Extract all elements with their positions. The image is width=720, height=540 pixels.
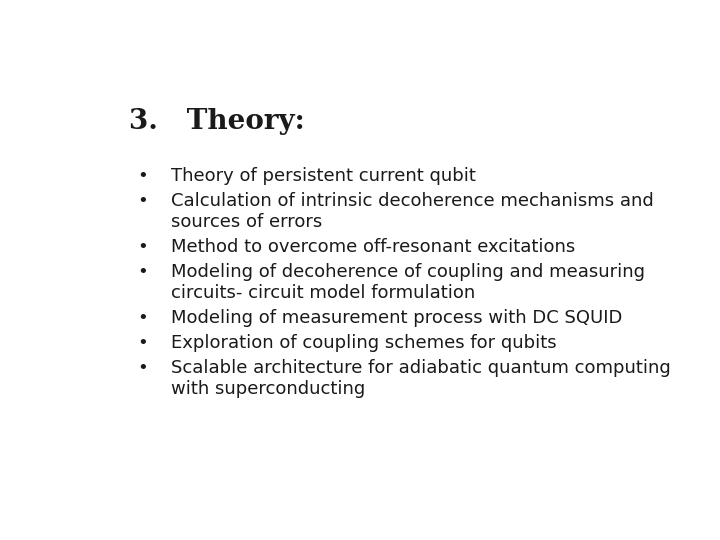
Text: •: •: [138, 263, 148, 281]
Text: Modeling of measurement process with DC SQUID: Modeling of measurement process with DC …: [171, 309, 622, 327]
Text: •: •: [138, 238, 148, 256]
Text: Method to overcome off-resonant excitations: Method to overcome off-resonant excitati…: [171, 238, 575, 256]
Text: sources of errors: sources of errors: [171, 213, 322, 231]
Text: •: •: [138, 192, 148, 210]
Text: Calculation of intrinsic decoherence mechanisms and: Calculation of intrinsic decoherence mec…: [171, 192, 654, 210]
Text: •: •: [138, 359, 148, 377]
Text: circuits- circuit model formulation: circuits- circuit model formulation: [171, 284, 475, 302]
Text: Modeling of decoherence of coupling and measuring: Modeling of decoherence of coupling and …: [171, 263, 645, 281]
Text: Theory of persistent current qubit: Theory of persistent current qubit: [171, 167, 476, 185]
Text: with superconducting: with superconducting: [171, 380, 365, 398]
Text: •: •: [138, 309, 148, 327]
Text: 3.   Theory:: 3. Theory:: [129, 109, 305, 136]
Text: Exploration of coupling schemes for qubits: Exploration of coupling schemes for qubi…: [171, 334, 557, 352]
Text: •: •: [138, 334, 148, 352]
Text: •: •: [138, 167, 148, 185]
Text: Scalable architecture for adiabatic quantum computing: Scalable architecture for adiabatic quan…: [171, 359, 670, 377]
